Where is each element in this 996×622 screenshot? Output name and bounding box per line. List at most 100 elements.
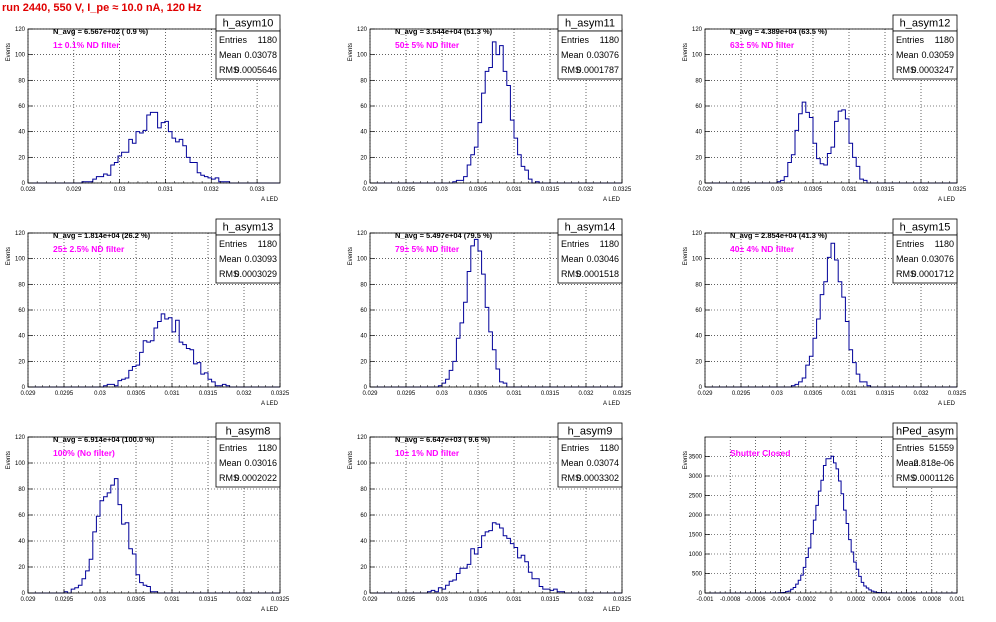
stats-label: Mean <box>561 254 584 264</box>
x-tick-label: 0.0006 <box>897 597 916 603</box>
stats-label: RMS <box>219 65 239 75</box>
y-tick-label: 0 <box>699 591 703 597</box>
x-tick-label: 0.0305 <box>804 391 823 397</box>
stats-value: 0.0003029 <box>234 269 277 279</box>
x-axis-label: A LED <box>261 197 279 203</box>
stats-title: h_asym11 <box>565 18 615 30</box>
y-tick-label: 100 <box>357 257 368 263</box>
y-tick-label: 40 <box>360 130 367 136</box>
stats-value: 0.0001518 <box>576 269 619 279</box>
y-tick-label: 40 <box>18 334 25 340</box>
y-tick-label: 3500 <box>689 455 703 461</box>
stats-value: 0.0001126 <box>912 473 954 483</box>
x-tick-label: 0.029 <box>20 597 36 603</box>
y-tick-label: 2000 <box>689 513 703 519</box>
x-tick-label: 0.031 <box>506 597 522 603</box>
stats-label: Entries <box>561 239 590 249</box>
stats-box <box>557 438 623 488</box>
y-tick-label: 0 <box>22 385 26 391</box>
y-tick-label: 0 <box>22 591 26 597</box>
histogram-panel-h_asym12: 0.029 0.0295 0.03 0.0305 0.031 0.0315 0.032 0.0… <box>683 14 967 203</box>
y-tick-label: 0 <box>22 181 26 187</box>
x-tick-label: 0.0305 <box>469 597 488 603</box>
stats-value: 51559 <box>929 443 954 453</box>
x-tick-label: 0.0295 <box>732 391 751 397</box>
y-tick-label: 80 <box>18 487 25 493</box>
x-tick-label: 0.0295 <box>55 597 74 603</box>
navg-label: N_avg = 6.567e+02 ( 0.9 %) <box>53 27 149 36</box>
histogram-panel-h_asym11: 0.029 0.0295 0.03 0.0305 0.031 0.0315 0.032 0.0… <box>348 14 632 203</box>
y-tick-label: 100 <box>15 461 26 467</box>
x-tick-label: 0.0315 <box>876 391 895 397</box>
y-tick-label: 40 <box>360 539 367 545</box>
x-tick-label: -0.001 <box>696 597 714 603</box>
histogram-panel-h_asym13: 0.029 0.0295 0.03 0.0305 0.031 0.0315 0.032 0.0… <box>6 218 290 407</box>
y-tick-label: 40 <box>360 334 367 340</box>
x-tick-label: 0.0295 <box>397 187 416 193</box>
stats-label: RMS <box>896 65 916 75</box>
y-tick-label: 80 <box>18 78 25 84</box>
x-tick-label: 0.0325 <box>613 391 632 397</box>
x-tick-label: 0.0315 <box>541 391 560 397</box>
x-tick-label: 0.0295 <box>732 187 751 193</box>
y-tick-label: 40 <box>18 539 25 545</box>
x-tick-label: 0.029 <box>66 187 82 193</box>
y-axis-label: Events <box>683 43 689 61</box>
stats-label: Mean <box>561 458 584 468</box>
y-tick-label: 500 <box>692 572 703 578</box>
stats-value: 0.03078 <box>244 50 277 60</box>
y-tick-label: 100 <box>15 53 26 59</box>
y-tick-label: 100 <box>692 257 703 263</box>
stats-label: Entries <box>561 443 590 453</box>
filter-label: 100% (No filter) <box>53 448 115 458</box>
x-axis-label: A LED <box>603 401 621 407</box>
x-tick-label: 0.032 <box>913 391 929 397</box>
x-tick-label: 0.031 <box>164 597 180 603</box>
stats-value: 0.03076 <box>586 50 619 60</box>
stats-label: Mean <box>896 458 919 468</box>
x-tick-label: 0.029 <box>362 391 378 397</box>
stats-title: h_asym10 <box>223 18 274 30</box>
y-axis-label: Events <box>6 451 12 469</box>
y-tick-label: 0 <box>364 181 368 187</box>
histogram-panel-h_asym14: 0.029 0.0295 0.03 0.0305 0.031 0.0315 0.032 0.0… <box>348 218 632 407</box>
stats-title: h_asym13 <box>223 222 274 234</box>
histogram-line <box>705 101 957 184</box>
x-tick-label: 0.0315 <box>541 597 560 603</box>
y-tick-label: 120 <box>15 435 26 441</box>
stats-value: 1180 <box>600 239 619 249</box>
stats-box <box>892 30 958 80</box>
y-tick-label: 0 <box>364 591 368 597</box>
y-tick-label: 40 <box>695 334 702 340</box>
x-tick-label: 0.028 <box>20 187 36 193</box>
x-tick-label: 0.031 <box>506 391 522 397</box>
x-tick-label: 0.031 <box>506 187 522 193</box>
y-axis-label: Events <box>683 247 689 265</box>
x-tick-label: 0.0325 <box>613 597 632 603</box>
y-tick-label: 1000 <box>689 552 703 558</box>
y-tick-label: 60 <box>360 104 367 110</box>
stats-value: 0.0002022 <box>234 473 277 483</box>
stats-value: 0.03093 <box>244 254 277 264</box>
stats-title: h_asym15 <box>900 222 951 234</box>
y-tick-label: 20 <box>18 565 25 571</box>
x-tick-label: 0.0305 <box>127 391 146 397</box>
stats-value: 1180 <box>935 35 954 45</box>
stats-value: 0.0005646 <box>234 65 277 75</box>
x-tick-label: 0.03 <box>94 597 106 603</box>
x-tick-label: 0.03 <box>436 187 448 193</box>
x-tick-label: 0.0305 <box>127 597 146 603</box>
y-tick-label: 0 <box>364 385 368 391</box>
x-tick-label: 0.032 <box>913 187 929 193</box>
stats-box <box>557 30 623 80</box>
y-tick-label: 80 <box>695 282 702 288</box>
filter-label: 25± 2.5% ND filter <box>53 244 125 254</box>
stats-value: 1180 <box>258 239 277 249</box>
stats-box <box>215 438 281 488</box>
stats-value: 1180 <box>600 443 619 453</box>
histogram-panel-h_asym9: 0.029 0.0295 0.03 0.0305 0.031 0.0315 0.032 0.0… <box>348 422 632 613</box>
stats-value: 1180 <box>600 35 619 45</box>
x-tick-label: 0.0315 <box>541 187 560 193</box>
y-tick-label: 100 <box>357 461 368 467</box>
stats-value: 0.03016 <box>244 458 277 468</box>
